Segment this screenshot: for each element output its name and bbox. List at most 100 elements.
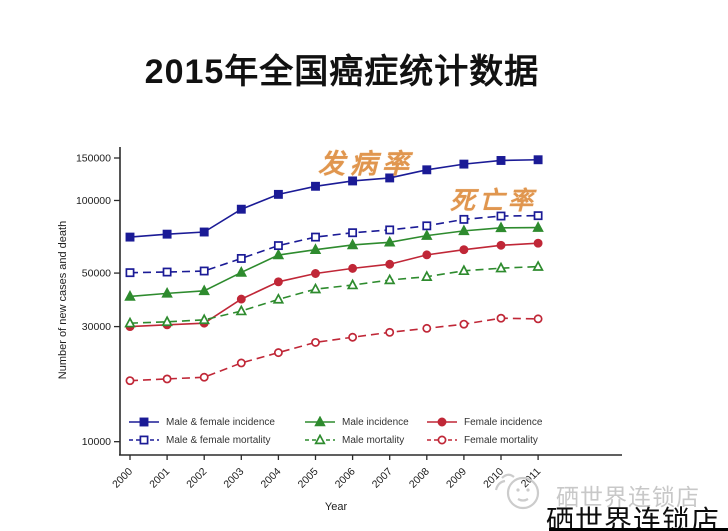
triangle-marker <box>458 224 470 236</box>
series-male-female-incidence <box>125 155 543 242</box>
circle-marker <box>422 323 432 333</box>
circle-marker <box>273 348 283 358</box>
series-line <box>129 265 539 324</box>
watermark-text: 硒世界连锁店 <box>556 484 700 510</box>
square-marker <box>162 229 172 239</box>
circle-marker <box>162 374 172 384</box>
circle-marker <box>459 319 469 329</box>
legend-label-female-mortality: Female mortality <box>464 434 538 446</box>
circle-marker <box>437 435 447 445</box>
triangle-marker <box>383 235 396 247</box>
series-line <box>129 214 539 274</box>
watermark-logo-icon <box>494 473 540 510</box>
x-tick-label: 2005 <box>296 466 321 491</box>
legend-item-male-incidence: Male incidence <box>304 414 426 430</box>
circle-marker <box>385 259 395 269</box>
x-tick-label: 2009 <box>444 466 469 491</box>
circle-marker <box>385 327 395 337</box>
triangle-marker <box>314 434 326 445</box>
ticks-layer: 10000 30000 50000 100000 150000 2000 2001 2002 2… <box>76 153 543 491</box>
legend-item-male-female-mortality: Male & female mortality <box>128 432 304 448</box>
triangle-marker <box>421 270 433 281</box>
legend-swatch-female-incidence-icon <box>427 417 457 427</box>
square-marker <box>348 176 358 186</box>
circle-marker <box>273 277 283 287</box>
series-line <box>129 158 539 238</box>
y-tick-label: 30000 <box>82 321 111 333</box>
circle-marker <box>496 313 506 323</box>
triangle-marker <box>272 292 285 304</box>
circle-marker <box>199 372 209 382</box>
x-tick-label: 2008 <box>407 466 432 491</box>
circle-marker <box>311 337 320 347</box>
square-marker <box>273 241 283 251</box>
x-tick-label: 2007 <box>370 466 395 491</box>
x-axis-title: Year <box>325 501 348 513</box>
series-female-incidence <box>125 238 543 332</box>
triangle-marker <box>421 229 433 240</box>
y-tick-label: 10000 <box>82 436 111 448</box>
triangle-marker <box>458 264 470 276</box>
series-line <box>129 226 539 298</box>
circle-marker <box>496 240 506 250</box>
triangle-marker <box>198 284 210 296</box>
legend-item-female-incidence: Female incidence <box>426 414 568 430</box>
square-marker <box>199 227 209 237</box>
triangle-marker <box>495 261 507 273</box>
square-marker <box>459 214 469 224</box>
legend-swatch-female-mortality-icon <box>427 435 457 445</box>
legend-label-male-female-mortality: Male & female mortality <box>166 434 271 446</box>
circle-marker <box>533 314 543 324</box>
legend-swatch-male-female-mortality-icon <box>129 435 159 445</box>
series-male-mortality <box>124 260 544 328</box>
y-tick-label: 50000 <box>82 268 111 280</box>
footer-brand-text: 硒世界连锁店 <box>546 505 721 531</box>
triangle-marker <box>346 278 359 290</box>
series-female-mortality <box>125 313 543 386</box>
circle-marker <box>236 358 246 368</box>
series-line <box>129 317 539 382</box>
x-tick-label: 2001 <box>147 466 172 491</box>
legend-swatch-male-incidence-icon <box>305 416 335 427</box>
legend-label-male-incidence: Male incidence <box>342 416 409 428</box>
series-male-female-mortality <box>125 211 543 278</box>
incidence-annotation: 发病率 <box>318 149 414 179</box>
square-marker <box>533 155 543 165</box>
y-tick-label: 100000 <box>76 195 111 207</box>
x-tick-label: 2000 <box>110 466 135 491</box>
x-tick-label: 2006 <box>333 466 358 491</box>
square-marker <box>385 225 395 235</box>
triangle-marker <box>124 290 136 301</box>
square-marker <box>125 232 135 242</box>
legend-swatch-male-female-incidence-icon <box>129 417 159 427</box>
circle-marker <box>348 332 358 342</box>
page-title: 2015年全国癌症统计数据 <box>144 53 540 91</box>
legend-item-male-female-incidence: Male & female incidence <box>128 414 304 430</box>
square-marker <box>533 211 543 221</box>
triangle-marker <box>161 315 173 327</box>
circle-marker <box>236 294 246 304</box>
square-marker <box>348 228 358 238</box>
legend-item-female-mortality: Female mortality <box>426 432 568 448</box>
x-tick-label: 2004 <box>259 466 284 491</box>
square-marker <box>125 268 135 278</box>
square-marker <box>162 267 172 277</box>
square-marker <box>496 156 506 165</box>
square-marker <box>199 266 209 276</box>
triangle-marker <box>124 316 136 328</box>
square-marker <box>273 189 283 199</box>
triangle-marker <box>346 238 359 250</box>
square-marker <box>139 435 149 445</box>
legend-label-female-incidence: Female incidence <box>464 416 543 428</box>
triangle-marker <box>198 313 210 325</box>
circle-marker <box>533 238 543 248</box>
x-tick-label: 2002 <box>184 466 209 491</box>
series-layer <box>124 155 544 386</box>
circle-marker <box>311 269 320 278</box>
circle-marker <box>125 376 135 386</box>
triangle-marker <box>532 221 544 232</box>
square-marker <box>236 204 246 214</box>
legend-item-male-mortality: Male mortality <box>304 432 426 448</box>
